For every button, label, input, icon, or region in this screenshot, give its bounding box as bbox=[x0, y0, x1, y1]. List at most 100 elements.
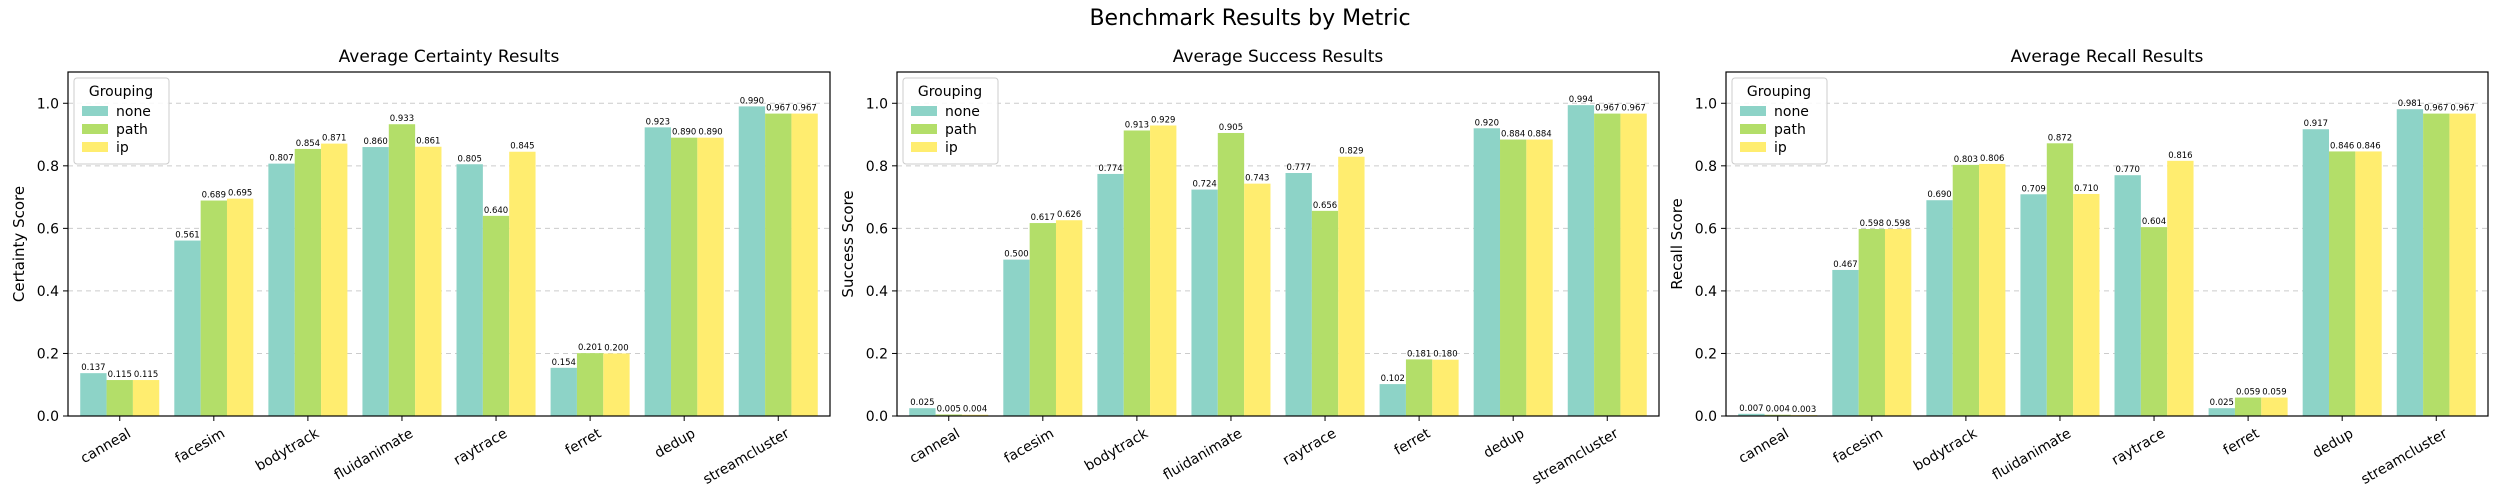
data-label: 0.967 bbox=[766, 104, 790, 114]
x-tick-label: streamcluster bbox=[2359, 425, 2451, 487]
x-tick-label: fluidanimate bbox=[1161, 426, 1245, 484]
bar-ip-ferret bbox=[603, 353, 630, 416]
data-label: 0.890 bbox=[698, 128, 722, 138]
chart-title: Average Recall Results bbox=[2011, 47, 2204, 67]
data-label: 0.695 bbox=[228, 189, 252, 199]
bar-ip-facesim bbox=[226, 198, 254, 416]
data-label: 0.905 bbox=[1219, 123, 1243, 133]
y-tick-label: 0.4 bbox=[1695, 284, 1717, 300]
bar-none-canneal bbox=[80, 373, 107, 416]
x-tick-label: raytrace bbox=[2109, 426, 2168, 469]
legend-entry-none: none bbox=[116, 104, 151, 120]
bar-path-ferret bbox=[1405, 359, 1433, 416]
bar-path-fluidanimate bbox=[388, 124, 416, 416]
x-tick-label: facesim bbox=[1830, 426, 1885, 467]
bar-none-canneal bbox=[909, 408, 936, 416]
legend: Grouping none path ip bbox=[1731, 77, 1828, 165]
y-tick-label: 0.8 bbox=[1695, 159, 1717, 175]
bar-none-dedup bbox=[644, 127, 672, 417]
bar-none-fluidanimate bbox=[362, 147, 389, 416]
legend: Grouping none path ip bbox=[902, 77, 999, 165]
data-label: 0.816 bbox=[2168, 151, 2192, 161]
data-label: 0.967 bbox=[1595, 104, 1619, 114]
bar-ip-dedup bbox=[697, 137, 724, 416]
y-axis-label: Success Score bbox=[839, 190, 857, 297]
bar-none-canneal bbox=[1738, 413, 1765, 416]
data-label: 0.201 bbox=[578, 343, 602, 353]
data-label: 0.059 bbox=[2262, 388, 2286, 398]
data-label: 0.640 bbox=[484, 206, 508, 216]
data-label: 0.861 bbox=[416, 137, 440, 147]
data-label: 0.710 bbox=[2074, 184, 2098, 194]
y-tick-label: 0.0 bbox=[1695, 409, 1717, 425]
bar-none-streamcluster bbox=[738, 106, 766, 417]
y-axis-label: Recall Score bbox=[1668, 198, 1686, 290]
data-label: 0.181 bbox=[1407, 349, 1431, 359]
bar-path-facesim bbox=[1029, 223, 1056, 416]
data-label: 0.917 bbox=[2304, 119, 2328, 129]
data-label: 0.004 bbox=[963, 405, 987, 415]
legend-entry-path: path bbox=[1774, 122, 1806, 138]
bar-ip-bodytrack bbox=[1150, 125, 1177, 416]
data-label: 0.724 bbox=[1192, 180, 1216, 190]
bar-path-dedup bbox=[2329, 151, 2356, 416]
x-tick-label: raytrace bbox=[1280, 426, 1339, 469]
data-label: 0.007 bbox=[1739, 404, 1763, 414]
bar-path-bodytrack bbox=[1123, 130, 1151, 417]
bar-path-streamcluster bbox=[1594, 113, 1621, 417]
x-tick-label: ferret bbox=[1392, 425, 1434, 458]
bar-none-dedup bbox=[1473, 128, 1501, 417]
data-label: 0.025 bbox=[2210, 398, 2234, 408]
x-tick-label: streamcluster bbox=[701, 425, 793, 487]
bar-ip-bodytrack bbox=[321, 143, 348, 416]
data-label: 0.154 bbox=[552, 358, 576, 368]
data-label: 0.807 bbox=[269, 154, 293, 164]
x-tick-label: fluidanimate bbox=[332, 426, 416, 484]
x-tick-label: bodytrack bbox=[1911, 425, 1981, 474]
x-tick-label: canneal bbox=[1736, 426, 1792, 467]
data-label: 0.102 bbox=[1381, 374, 1405, 384]
legend-swatch-ip bbox=[82, 142, 108, 152]
bar-path-bodytrack bbox=[294, 148, 322, 416]
bar-ip-fluidanimate bbox=[2073, 193, 2100, 416]
x-tick-label: fluidanimate bbox=[1990, 426, 2074, 484]
bar-ip-dedup bbox=[1526, 139, 1553, 417]
bar-path-facesim bbox=[200, 200, 227, 416]
legend-entry-ip: ip bbox=[116, 140, 129, 156]
chart-panel-2: Average Success Results 0.0 0.2 0.4 0.6 0.8 1.… bbox=[839, 47, 1660, 488]
data-label: 0.561 bbox=[175, 231, 199, 241]
chart-title: Average Certainty Results bbox=[339, 47, 560, 67]
bar-ip-bodytrack bbox=[1979, 163, 2006, 416]
legend-entry-none: none bbox=[1774, 104, 1809, 120]
data-label: 0.500 bbox=[1004, 250, 1028, 260]
x-tick-label: raytrace bbox=[451, 426, 510, 469]
legend-entry-none: none bbox=[945, 104, 980, 120]
data-label: 0.829 bbox=[1339, 147, 1363, 157]
y-tick-label: 1.0 bbox=[37, 96, 59, 112]
bar-path-dedup bbox=[671, 137, 698, 416]
bar-ip-streamcluster bbox=[791, 113, 818, 417]
data-label: 0.846 bbox=[2356, 141, 2380, 151]
y-tick-label: 0.6 bbox=[866, 221, 888, 237]
legend: Grouping none path ip bbox=[73, 77, 170, 165]
data-label: 0.004 bbox=[1766, 405, 1790, 415]
bar-path-streamcluster bbox=[2423, 113, 2450, 417]
data-label: 0.860 bbox=[363, 137, 387, 147]
bar-none-bodytrack bbox=[1097, 173, 1124, 416]
legend-entry-path: path bbox=[116, 122, 148, 138]
bar-path-dedup bbox=[1500, 139, 1527, 417]
bar-none-ferret bbox=[2208, 408, 2235, 416]
bar-path-ferret bbox=[576, 353, 604, 416]
x-tick-label: facesim bbox=[1001, 426, 1056, 467]
legend-title: Grouping bbox=[918, 84, 982, 100]
data-label: 0.770 bbox=[2116, 165, 2140, 175]
bar-path-fluidanimate bbox=[2046, 143, 2074, 416]
bar-none-raytrace bbox=[2114, 175, 2141, 416]
data-label: 0.967 bbox=[2424, 104, 2448, 114]
bar-ip-streamcluster bbox=[2449, 113, 2476, 417]
x-tick-label: streamcluster bbox=[1530, 425, 1622, 487]
bar-ip-dedup bbox=[2355, 151, 2382, 416]
data-label: 0.115 bbox=[108, 370, 132, 380]
plot-frame bbox=[67, 71, 831, 417]
data-label: 0.467 bbox=[1833, 260, 1857, 270]
